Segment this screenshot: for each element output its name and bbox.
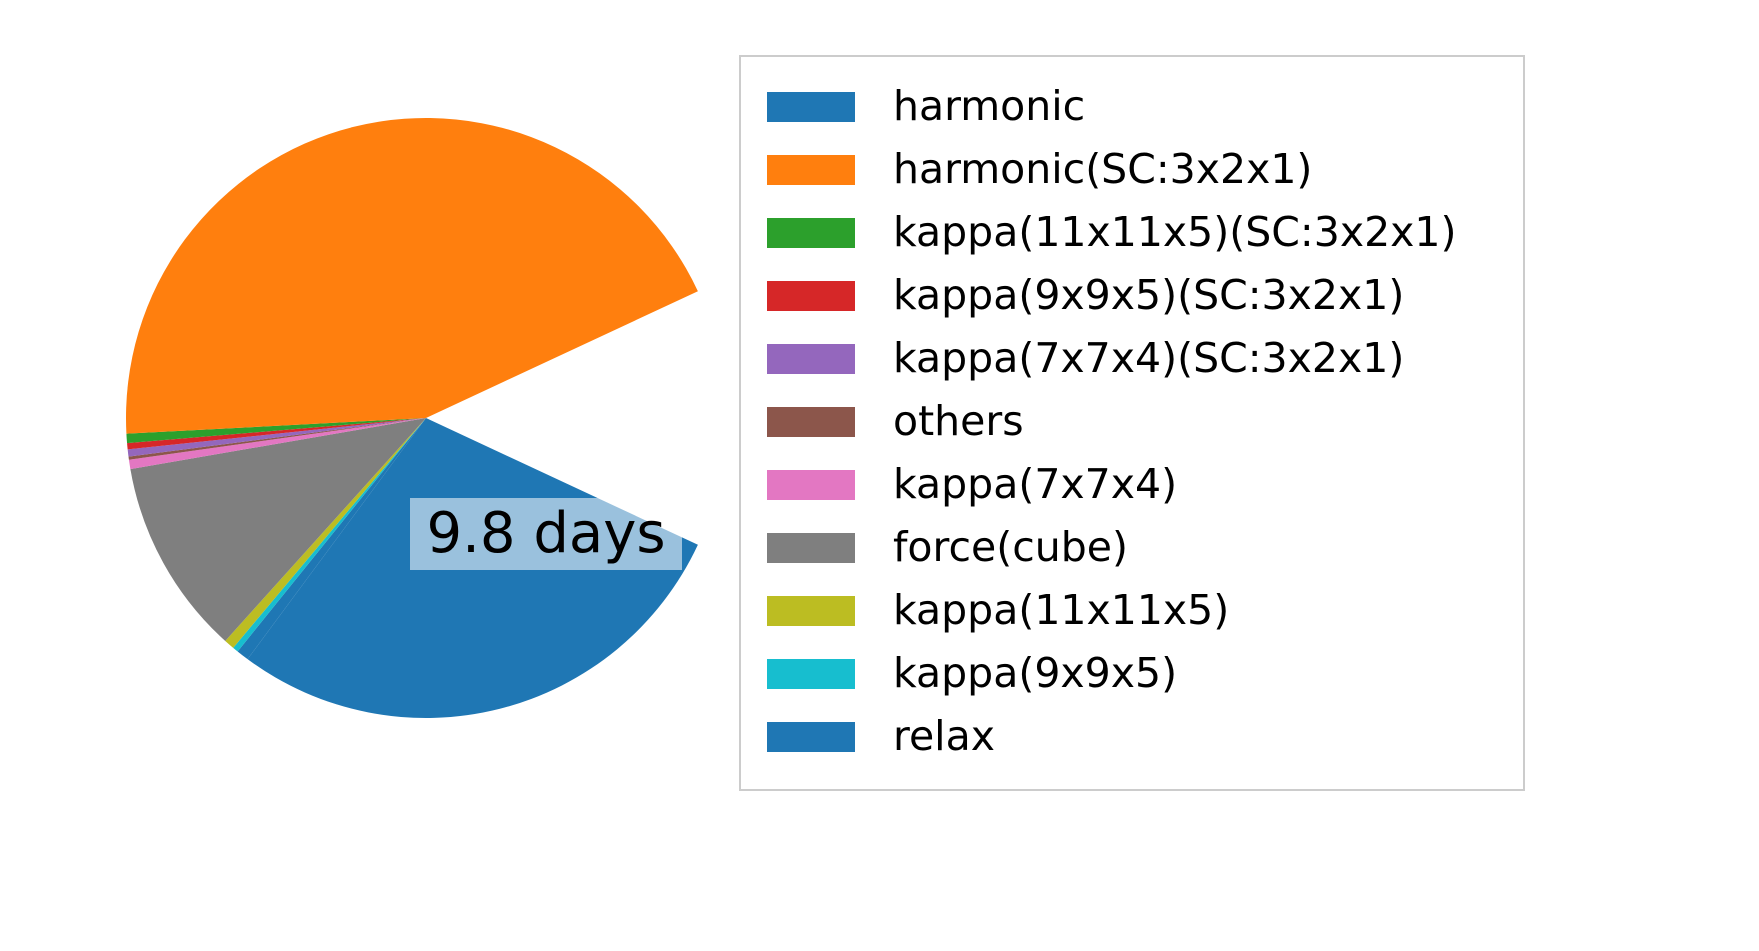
legend-item-label: kappa(7x7x4) xyxy=(893,460,1178,508)
legend-item[interactable]: force(cube) xyxy=(741,516,1523,579)
pie-slice[interactable] xyxy=(128,418,426,460)
pie-slice[interactable] xyxy=(225,418,426,648)
pie-slice[interactable] xyxy=(130,418,427,641)
pie-slice[interactable] xyxy=(127,418,426,450)
legend-color-swatch xyxy=(767,280,855,311)
legend-item-label: harmonic(SC:3x2x1) xyxy=(893,145,1313,193)
legend-color-swatch xyxy=(767,154,855,185)
legend-color-swatch xyxy=(767,406,855,437)
legend-item-label: kappa(11x11x5)(SC:3x2x1) xyxy=(893,208,1457,256)
pie-chart: 9.8 days xyxy=(120,112,732,724)
legend-color-swatch xyxy=(767,532,855,563)
legend-color-swatch xyxy=(767,217,855,248)
chart-legend: harmonic harmonic(SC:3x2x1) kappa(11x11x5)… xyxy=(739,55,1525,791)
legend-item-label: harmonic xyxy=(893,82,1086,130)
legend-item-label: kappa(9x9x5) xyxy=(893,649,1178,697)
legend-item[interactable]: kappa(7x7x4)(SC:3x2x1) xyxy=(741,327,1523,390)
legend-color-swatch xyxy=(767,595,855,626)
pie-center-label: 9.8 days xyxy=(410,498,682,570)
legend-color-swatch xyxy=(767,91,855,122)
legend-item[interactable]: others xyxy=(741,390,1523,453)
pie-svg xyxy=(125,118,698,718)
legend-item-list: harmonic harmonic(SC:3x2x1) kappa(11x11x5)… xyxy=(741,75,1523,771)
pie-slice[interactable] xyxy=(126,418,426,444)
legend-color-swatch xyxy=(767,343,855,374)
legend-color-swatch xyxy=(767,721,855,752)
pie-slice[interactable] xyxy=(125,118,698,434)
legend-item-label: force(cube) xyxy=(893,523,1129,571)
pie-slice[interactable] xyxy=(127,418,426,457)
legend-item-label: kappa(9x9x5)(SC:3x2x1) xyxy=(893,271,1405,319)
legend-item[interactable]: harmonic(SC:3x2x1) xyxy=(741,138,1523,201)
legend-item[interactable]: kappa(9x9x5) xyxy=(741,642,1523,705)
legend-item[interactable]: kappa(11x11x5)(SC:3x2x1) xyxy=(741,201,1523,264)
legend-item[interactable]: kappa(9x9x5)(SC:3x2x1) xyxy=(741,264,1523,327)
legend-color-swatch xyxy=(767,469,855,500)
pie-slices xyxy=(125,118,698,718)
legend-item-label: kappa(7x7x4)(SC:3x2x1) xyxy=(893,334,1405,382)
legend-item-label: relax xyxy=(893,712,995,760)
legend-color-swatch xyxy=(767,658,855,689)
pie-slice[interactable] xyxy=(237,418,426,660)
legend-item-label: others xyxy=(893,397,1024,445)
pie-slice[interactable] xyxy=(233,418,426,652)
legend-item-label: kappa(11x11x5) xyxy=(893,586,1230,634)
pie-slice[interactable] xyxy=(128,418,427,470)
legend-item[interactable]: harmonic xyxy=(741,75,1523,138)
legend-item[interactable]: kappa(7x7x4) xyxy=(741,453,1523,516)
legend-item[interactable]: kappa(11x11x5) xyxy=(741,579,1523,642)
legend-item[interactable]: relax xyxy=(741,705,1523,768)
